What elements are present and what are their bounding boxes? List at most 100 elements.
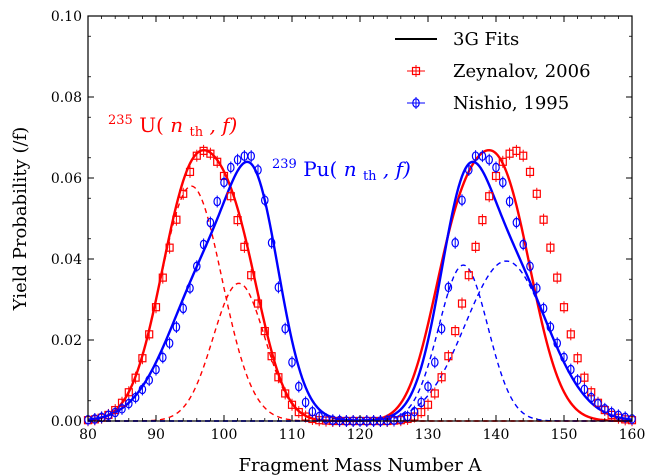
x-tick-label: 80 xyxy=(79,427,97,443)
square-marker xyxy=(444,352,453,361)
square-marker xyxy=(457,299,467,308)
circle-marker xyxy=(560,352,568,363)
data-point xyxy=(267,350,276,363)
circle-marker xyxy=(131,392,140,403)
data-point xyxy=(478,150,487,163)
circle-marker xyxy=(607,407,616,418)
data-point xyxy=(539,213,548,226)
circle-marker xyxy=(152,364,160,375)
data-point xyxy=(457,297,467,310)
circle-marker xyxy=(498,177,507,188)
axis-ticks: 80 90 100 110 120 130 140 150 160 0.00 0.02 0.04 0.0… xyxy=(51,9,646,443)
square-marker xyxy=(240,242,249,251)
annotation-u235-sub: th xyxy=(189,125,203,140)
data-point xyxy=(512,216,521,229)
circle-marker xyxy=(430,357,439,368)
data-point xyxy=(464,163,473,176)
data-point xyxy=(226,190,235,203)
circle-marker xyxy=(600,404,609,414)
data-point xyxy=(587,391,596,404)
data-point xyxy=(254,163,262,176)
data-point xyxy=(485,190,494,203)
data-point xyxy=(553,337,562,350)
data-point xyxy=(525,165,535,178)
circle-marker xyxy=(485,154,494,165)
square-marker xyxy=(437,373,446,382)
data-point xyxy=(138,352,147,365)
data-point xyxy=(410,405,419,418)
square-marker xyxy=(158,273,167,282)
data-point xyxy=(179,302,188,315)
circle-marker xyxy=(138,384,147,395)
square-marker xyxy=(546,243,555,252)
circle-marker xyxy=(247,151,256,161)
annotation-u235-var: n xyxy=(170,113,183,137)
square-marker xyxy=(553,273,562,282)
fit-component-curve xyxy=(87,185,632,422)
data-point xyxy=(532,282,541,295)
data-point xyxy=(573,352,582,365)
data-point xyxy=(240,150,249,163)
square-marker xyxy=(478,216,487,225)
square-marker xyxy=(192,151,201,160)
square-marker xyxy=(138,354,147,363)
circle-marker xyxy=(260,195,269,206)
data-point xyxy=(118,402,126,415)
data-point xyxy=(206,216,215,229)
x-tick-label: 140 xyxy=(483,427,510,443)
square-marker xyxy=(294,407,303,417)
circle-marker xyxy=(410,406,419,417)
x-tick-label: 120 xyxy=(347,427,374,443)
legend-label-zeynalov: Zeynalov, 2006 xyxy=(453,61,591,82)
y-axis-label: Yield Probability (/f) xyxy=(10,127,31,311)
data-point xyxy=(607,406,616,419)
data-point xyxy=(539,302,548,315)
data-point xyxy=(193,260,201,273)
data-point xyxy=(288,356,296,369)
legend: 3G Fits Zeynalov, 2006 Nishio, 1995 xyxy=(395,29,591,114)
circle-marker xyxy=(437,323,446,334)
circle-marker xyxy=(186,283,194,293)
data-point xyxy=(213,195,222,208)
data-point xyxy=(179,187,188,200)
square-marker xyxy=(165,243,174,252)
circle-marker xyxy=(580,384,589,395)
x-tick-label: 130 xyxy=(415,427,442,443)
circle-marker xyxy=(172,322,181,332)
square-marker xyxy=(247,271,256,280)
data-point xyxy=(308,405,317,418)
circle-marker xyxy=(111,407,120,418)
data-point xyxy=(464,269,473,282)
square-marker xyxy=(145,330,154,339)
plot-area: 80 90 100 110 120 130 140 150 160 0.00 0.02 0.04 0.0… xyxy=(51,9,646,443)
circle-marker xyxy=(451,238,460,248)
square-marker xyxy=(559,303,569,312)
data-point xyxy=(430,356,439,369)
square-marker xyxy=(430,389,439,398)
data-point xyxy=(566,363,575,376)
data-point xyxy=(444,281,453,294)
data-point xyxy=(152,363,160,376)
fit-curve xyxy=(87,160,633,422)
data-point xyxy=(165,241,174,254)
data-point xyxy=(519,238,528,251)
annotation-u235-mass: 235 xyxy=(108,113,133,128)
data-point xyxy=(260,194,269,207)
square-marker xyxy=(124,388,133,397)
y-tick-label: 0.04 xyxy=(51,252,82,268)
data-point xyxy=(233,214,242,227)
annotation-u235-element: U( xyxy=(139,113,164,137)
circle-marker xyxy=(594,398,602,409)
data-point xyxy=(111,406,120,419)
data-point xyxy=(423,398,433,411)
data-point xyxy=(151,301,161,314)
circle-marker xyxy=(91,414,99,424)
data-point xyxy=(546,241,555,254)
square-marker xyxy=(519,151,528,160)
square-marker xyxy=(131,373,140,382)
circle-marker xyxy=(301,397,310,408)
y-tick-label: 0.06 xyxy=(51,171,82,187)
annotation-pu239: 239 Pu( n th , f) xyxy=(272,149,411,185)
circle-marker xyxy=(424,381,432,392)
